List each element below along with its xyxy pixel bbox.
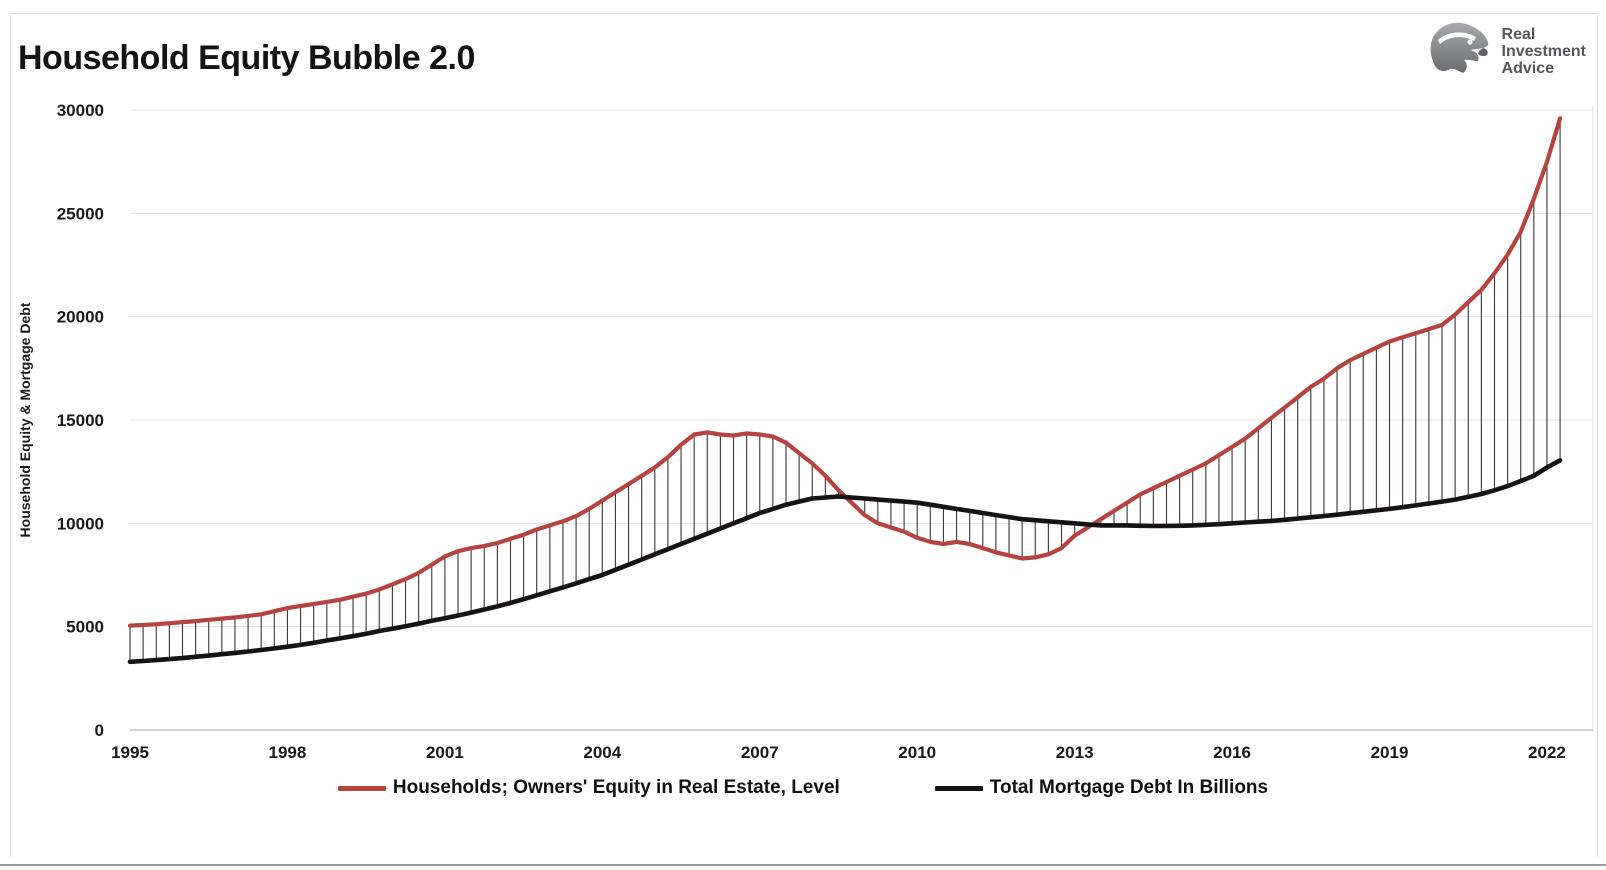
legend-swatch-equity (337, 785, 386, 791)
x-tick-label: 2022 (1528, 743, 1566, 762)
axis-labels-layer: 0 5000 10000 15000 20000 25000 30000 1995 1998 20… (57, 101, 1566, 762)
legend-swatch-mortgage (934, 785, 983, 791)
chart-title: Household Equity Bubble 2.0 (18, 38, 475, 77)
brand-logo: Real Investment Advice (1426, 20, 1586, 85)
grid-layer (130, 106, 1594, 731)
x-tick-label: 1995 (111, 743, 149, 762)
y-tick-label: 15000 (57, 411, 104, 430)
x-tick-label: 2019 (1371, 743, 1409, 762)
highlow-lines-layer (129, 118, 1561, 662)
legend-label-equity: Households; Owners' Equity in Real Estat… (392, 777, 840, 798)
x-tick-label: 2013 (1056, 743, 1094, 762)
eagle-icon (1426, 20, 1492, 85)
y-tick-label: 10000 (57, 514, 104, 533)
x-tick-label: 2004 (583, 743, 621, 762)
legend: Households; Owners' Equity in Real Estat… (0, 777, 1606, 799)
series-layer (127, 116, 1563, 665)
logo-text: Real Investment Advice (1501, 26, 1586, 77)
legend-item-households-equity: Households; Owners' Equity in Real Estat… (337, 777, 840, 799)
logo-line-3: Advice (1501, 59, 1554, 77)
series-line-households-equity (127, 116, 1563, 628)
chart-area: 0 5000 10000 15000 20000 25000 30000 1995 1998 20… (17, 101, 1594, 762)
y-tick-label: 0 (95, 721, 104, 740)
bottom-rule (0, 864, 1606, 866)
x-tick-label: 2016 (1213, 743, 1251, 762)
series-line-mortgage-debt (127, 457, 1563, 665)
x-tick-label: 1998 (269, 743, 307, 762)
legend-item-mortgage-debt: Total Mortgage Debt In Billions (934, 777, 1269, 799)
x-tick-label: 2001 (426, 743, 464, 762)
y-tick-label: 30000 (57, 101, 104, 120)
x-tick-label: 2007 (741, 743, 779, 762)
y-tick-label: 5000 (66, 618, 104, 637)
legend-label-mortgage: Total Mortgage Debt In Billions (989, 777, 1269, 798)
y-axis-title: Household Equity & Mortgage Debt (17, 302, 33, 537)
y-tick-label: 20000 (57, 308, 104, 327)
logo-line-2: Investment (1501, 43, 1586, 61)
x-tick-label: 2010 (898, 743, 936, 762)
logo-line-1: Real (1501, 26, 1536, 44)
y-tick-label: 25000 (57, 204, 104, 223)
